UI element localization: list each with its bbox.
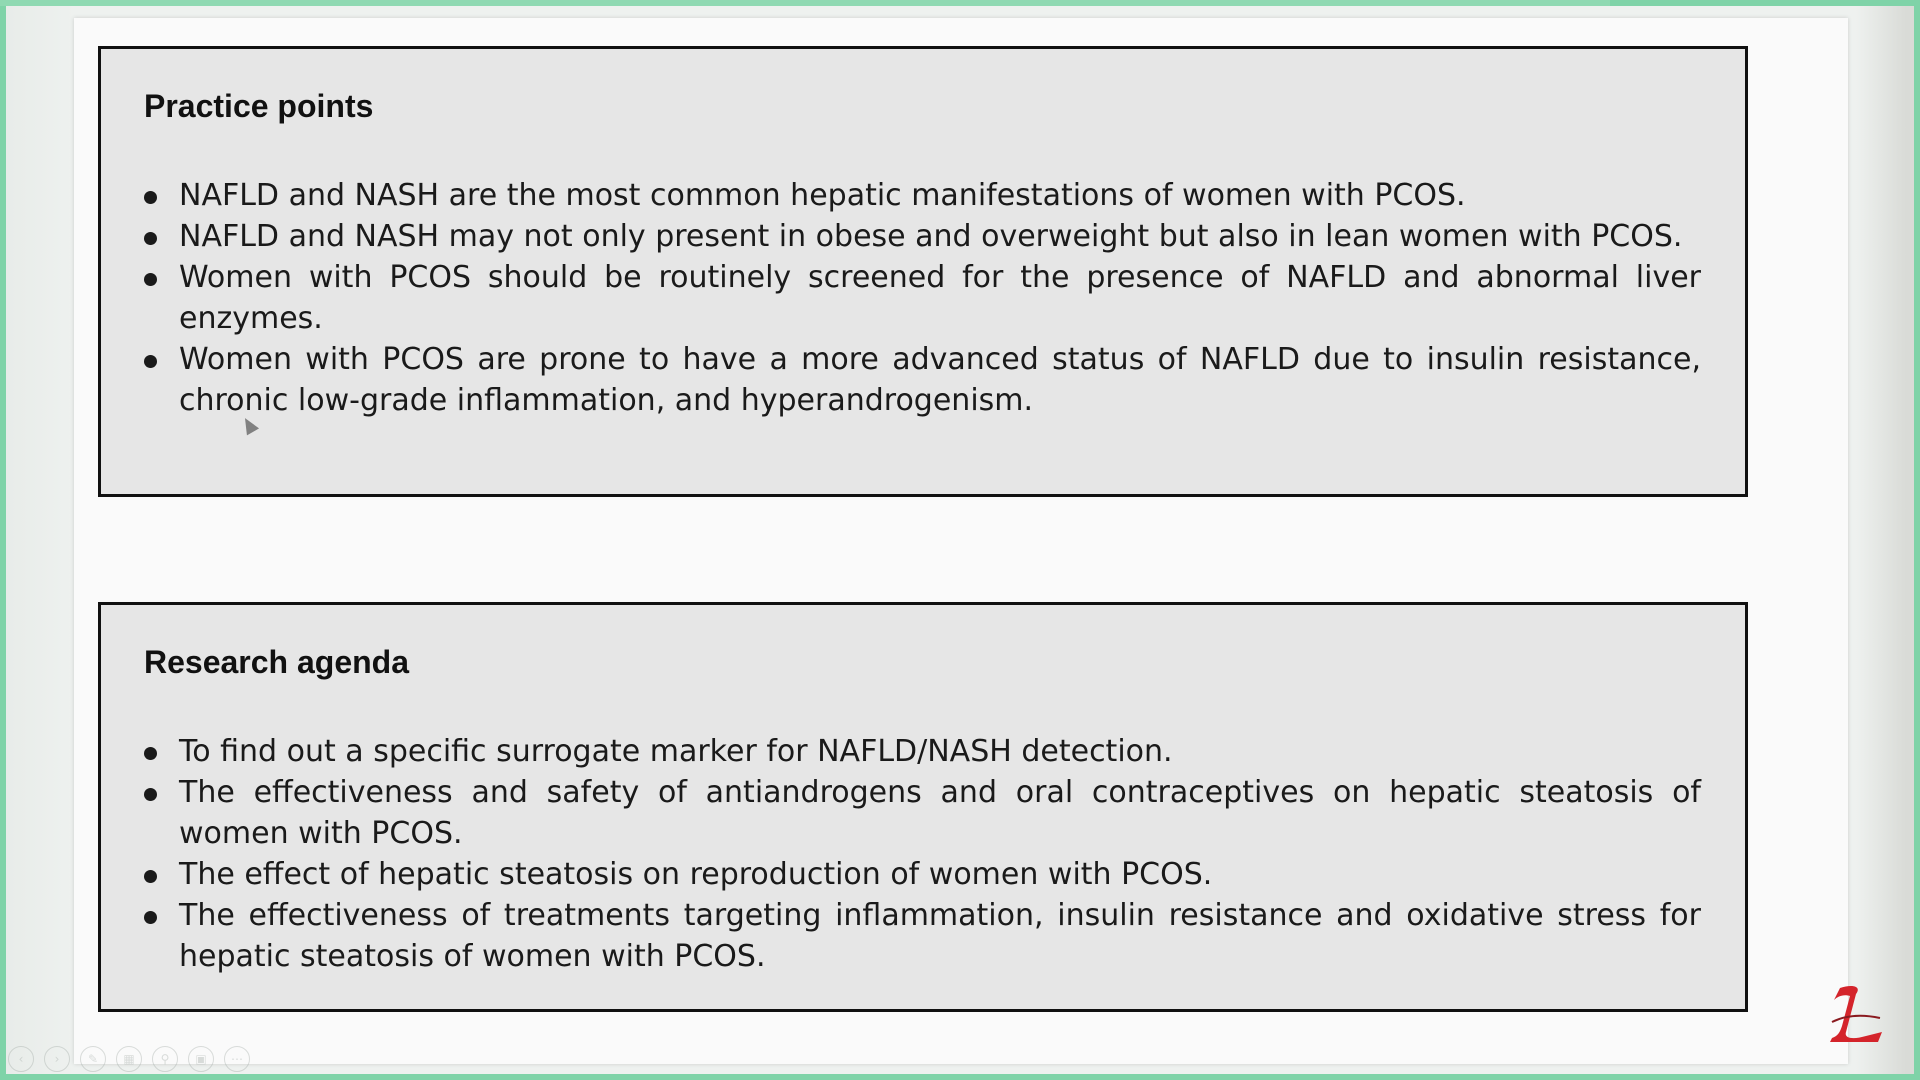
subtitle-icon[interactable]: ▣ [188, 1046, 214, 1072]
list-item-text: The effectiveness and safety of antiandr… [179, 775, 1701, 852]
zoom-icon[interactable]: ⚲ [152, 1046, 178, 1072]
bullet-icon [144, 788, 157, 802]
bullet-icon [144, 355, 157, 369]
list-item: The effectiveness and safety of antiandr… [144, 772, 1701, 854]
bullet-icon [144, 911, 157, 925]
list-item: The effectiveness of treatments targetin… [144, 895, 1701, 977]
bullet-icon [144, 191, 157, 205]
list-item: NAFLD and NASH are the most common hepat… [144, 175, 1701, 216]
research-agenda-box: Research agenda To find out a specific s… [98, 602, 1748, 1012]
practice-points-list: NAFLD and NASH are the most common hepat… [144, 175, 1701, 421]
practice-points-box: Practice points NAFLD and NASH are the m… [98, 46, 1748, 497]
pen-icon[interactable]: ✎ [80, 1046, 106, 1072]
list-item-text: The effect of hepatic steatosis on repro… [179, 857, 1213, 893]
slideshow-toolbar: ‹ › ✎ ▦ ⚲ ▣ ⋯ [8, 1046, 250, 1074]
prev-icon[interactable]: ‹ [8, 1046, 34, 1072]
practice-points-title: Practice points [144, 88, 374, 124]
slides-icon[interactable]: ▦ [116, 1046, 142, 1072]
list-item-text: To find out a specific surrogate marker … [179, 734, 1173, 770]
next-icon[interactable]: › [44, 1046, 70, 1072]
list-item-text: Women with PCOS are prone to have a more… [179, 342, 1701, 419]
list-item-text: The effectiveness of treatments targetin… [179, 898, 1701, 975]
list-item-text: NAFLD and NASH may not only present in o… [179, 219, 1683, 255]
list-item: Women with PCOS are prone to have a more… [144, 339, 1701, 421]
bullet-icon [144, 232, 157, 246]
list-item: The effect of hepatic steatosis on repro… [144, 854, 1701, 895]
list-item-text: NAFLD and NASH are the most common hepat… [179, 178, 1466, 214]
list-item: Women with PCOS should be routinely scre… [144, 257, 1701, 339]
list-item: To find out a specific surrogate marker … [144, 731, 1701, 772]
more-icon[interactable]: ⋯ [224, 1046, 250, 1072]
list-item-text: Women with PCOS should be routinely scre… [179, 260, 1701, 337]
bullet-icon [144, 870, 157, 884]
list-item: NAFLD and NASH may not only present in o… [144, 216, 1701, 257]
research-agenda-title: Research agenda [144, 644, 410, 680]
bullet-icon [144, 273, 157, 287]
research-agenda-list: To find out a specific surrogate marker … [144, 731, 1701, 977]
channel-logo-icon [1830, 986, 1882, 1042]
window-top-accent [0, 0, 1610, 6]
bullet-icon [144, 747, 157, 761]
